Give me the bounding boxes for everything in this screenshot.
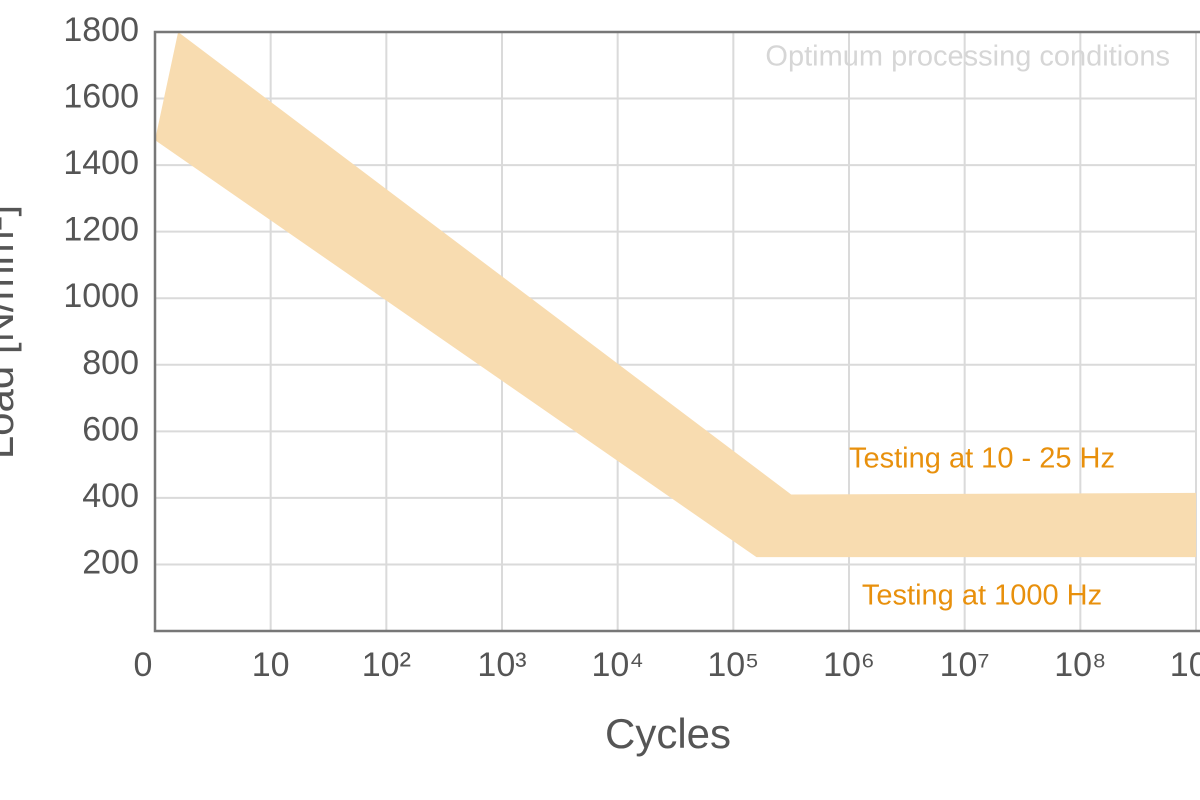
- x-tick-label: 10: [252, 646, 290, 684]
- y-tick-label: 1600: [63, 78, 139, 116]
- plot-frame: [153, 30, 1200, 633]
- y-tick-label: 400: [82, 477, 139, 515]
- y-tick-label: 1200: [63, 211, 139, 249]
- x-tick-label: 10²: [362, 646, 411, 684]
- y-tick-label: 800: [82, 344, 139, 382]
- x-axis-label: Cycles: [605, 710, 731, 757]
- y-tick-label: 200: [82, 543, 139, 581]
- annotation: Optimum processing conditions: [765, 41, 1170, 73]
- x-tick-label: 10⁹: [1170, 646, 1200, 684]
- y-tick-label: 600: [82, 410, 139, 448]
- y-tick-label: 1800: [63, 11, 139, 49]
- x-tick-label: 10⁷: [940, 646, 990, 684]
- x-tick-label: 10³: [477, 646, 526, 684]
- x-tick-label: 10⁵: [707, 646, 759, 684]
- annotation: Testing at 10 - 25 Hz: [849, 443, 1115, 475]
- x-tick-label: 10⁶: [823, 646, 875, 684]
- x-tick-label: 10⁴: [591, 646, 643, 684]
- y-axis-label: Load [N/mm²]: [0, 205, 22, 459]
- band-area: [155, 32, 1196, 558]
- annotation: Testing at 1000 Hz: [862, 580, 1102, 612]
- x-tick-label: 10⁸: [1054, 646, 1106, 684]
- x-tick-label: 0: [134, 646, 153, 684]
- y-tick-label: 1000: [63, 277, 139, 315]
- y-tick-label: 1400: [63, 144, 139, 182]
